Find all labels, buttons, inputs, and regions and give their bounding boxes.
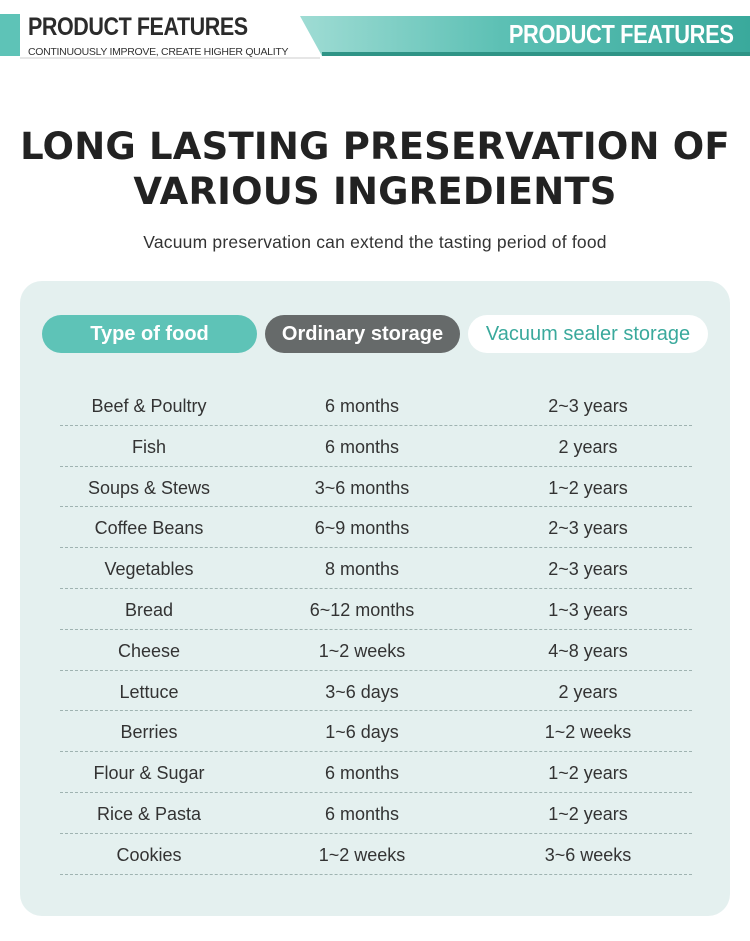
ordinary-storage-cell: 8 months — [324, 559, 400, 580]
page-title-line-2: VARIOUS INGREDIENTS — [133, 170, 617, 213]
food-type-cell: Rice & Pasta — [96, 803, 202, 824]
page-title-line-1: LONG LASTING PRESERVATION OF — [20, 125, 730, 168]
table-row: Beef & Poultry 6 months 2~3 years — [60, 385, 692, 426]
vacuum-storage-cell: 2~3 years — [548, 559, 628, 580]
vacuum-storage-cell: 2~3 years — [548, 396, 628, 416]
page-subtitle: Vacuum preservation can extend the tasti… — [143, 232, 607, 252]
header-left-subtitle: CONTINUOUSLY IMPROVE, CREATE HIGHER QUAL… — [28, 46, 289, 58]
header-left-title: PRODUCT FEATURES — [28, 13, 248, 41]
ordinary-storage-cell: 6 months — [324, 396, 400, 416]
ordinary-storage-cell: 6~12 months — [309, 599, 415, 620]
table-row: Cookies 1~2 weeks 3~6 weeks — [60, 834, 692, 875]
header-pill-vacuum-storage: Vacuum sealer storage — [468, 315, 708, 353]
table-row: Flour & Sugar 6 months 1~2 years — [60, 752, 692, 793]
table-row: Bread 6~12 months 1~3 years — [60, 589, 692, 630]
food-type-cell: Flour & Sugar — [93, 763, 205, 784]
table-row: Vegetables 8 months 2~3 years — [60, 548, 692, 589]
ordinary-storage-cell: 6 months — [324, 763, 400, 784]
table-row: Fish 6 months 2 years — [60, 426, 692, 467]
vacuum-storage-cell: 2~3 years — [548, 518, 628, 539]
vacuum-storage-cell: 2 years — [558, 681, 618, 702]
header-right-banner — [300, 16, 750, 56]
food-type-cell: Beef & Poultry — [91, 396, 207, 416]
ordinary-storage-cell: 6 months — [324, 436, 400, 457]
header-right-title: PRODUCT FEATURES — [509, 19, 734, 49]
ordinary-storage-cell: 1~6 days — [325, 722, 399, 743]
header-right-stripe — [322, 52, 750, 56]
food-type-cell: Fish — [131, 436, 166, 457]
vacuum-storage-cell: 1~2 years — [548, 763, 628, 784]
table-row: Coffee Beans 6~9 months 2~3 years — [60, 507, 692, 549]
food-type-cell: Cookies — [116, 844, 182, 865]
ordinary-storage-cell: 1~2 weeks — [318, 844, 406, 865]
ordinary-storage-cell: 3~6 months — [314, 477, 410, 498]
food-type-cell: Vegetables — [104, 559, 194, 580]
page-title: LONG LASTING PRESERVATION OF VARIOUS ING… — [0, 124, 750, 214]
vacuum-storage-cell: 1~2 years — [548, 803, 628, 824]
header-accent-bar — [0, 14, 20, 56]
ordinary-storage-cell: 6 months — [324, 803, 400, 824]
header-divider — [20, 57, 320, 59]
storage-table-rows: Beef & Poultry 6 months 2~3 years Fish 6 mon… — [60, 385, 692, 875]
vacuum-storage-cell: 4~8 years — [548, 640, 628, 661]
food-type-cell: Soups & Stews — [87, 477, 211, 498]
header-banner: PRODUCT FEATURES CONTINUOUSLY IMPROVE, C… — [0, 0, 750, 62]
vacuum-storage-cell: 3~6 weeks — [544, 844, 632, 865]
header-pill-ordinary-storage: Ordinary storage — [265, 315, 460, 353]
food-type-cell: Coffee Beans — [94, 518, 204, 539]
table-row: Lettuce 3~6 days 2 years — [60, 671, 692, 712]
table-row: Soups & Stews 3~6 months 1~2 years — [60, 467, 692, 508]
vacuum-storage-cell: 1~2 weeks — [544, 722, 632, 743]
table-row: Cheese 1~2 weeks 4~8 years — [60, 630, 692, 671]
food-type-cell: Lettuce — [119, 681, 179, 702]
food-type-cell: Bread — [124, 599, 174, 620]
food-type-cell: Berries — [120, 722, 178, 743]
storage-table-panel — [20, 281, 730, 916]
ordinary-storage-cell: 3~6 days — [325, 681, 399, 702]
vacuum-storage-cell: 1~2 years — [548, 477, 628, 498]
ordinary-storage-cell: 6~9 months — [314, 518, 410, 539]
table-row: Berries 1~6 days 1~2 weeks — [60, 711, 692, 753]
vacuum-storage-cell: 1~3 years — [548, 599, 628, 620]
ordinary-storage-cell: 1~2 weeks — [318, 640, 406, 661]
vacuum-storage-cell: 2 years — [558, 436, 618, 457]
header-pill-food-type: Type of food — [42, 315, 257, 353]
food-type-cell: Cheese — [117, 640, 181, 661]
table-row: Rice & Pasta 6 months 1~2 years — [60, 793, 692, 834]
